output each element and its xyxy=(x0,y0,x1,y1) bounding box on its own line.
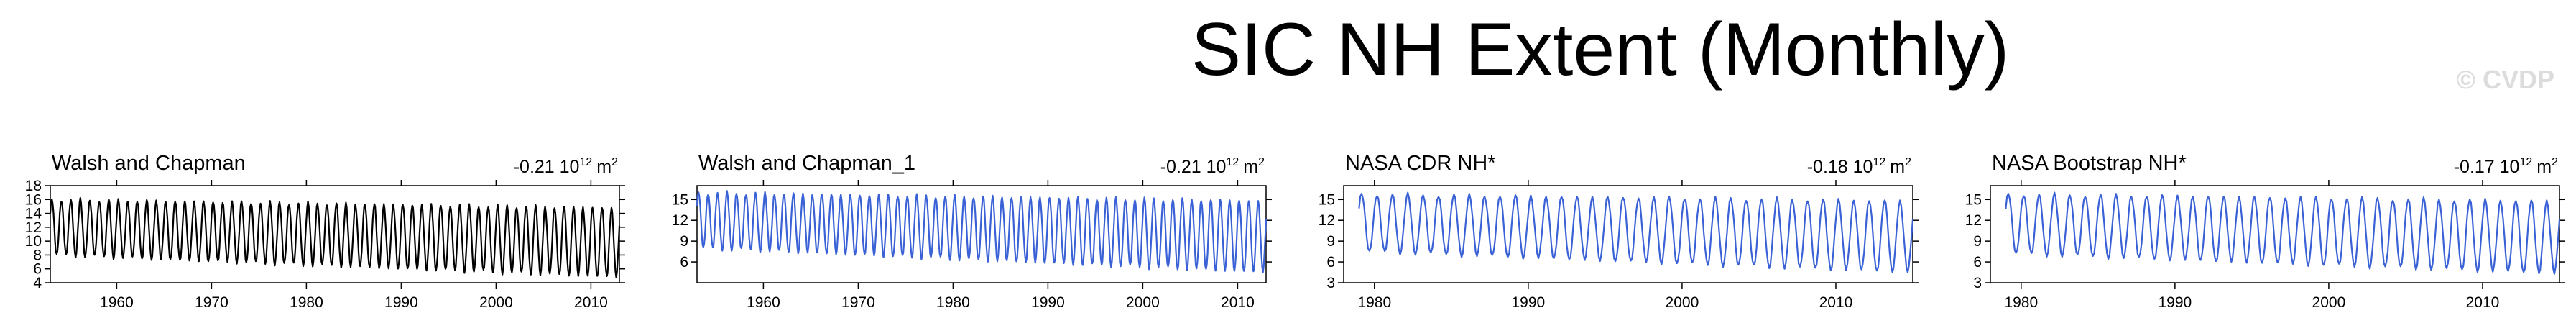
trend-value: -0.21 xyxy=(514,157,560,177)
x-tick-label: 2000 xyxy=(1666,294,1699,311)
y-tick-label: 15 xyxy=(1965,191,1982,208)
x-tick-label: 2000 xyxy=(479,294,513,311)
y-tick-label: 9 xyxy=(1973,233,1982,250)
chart-panel-2: Walsh and Chapman_1 -0.21 1012 m2691215196… xyxy=(672,152,1272,311)
trend-value: -0.18 xyxy=(1807,157,1853,177)
trend-m: m xyxy=(1890,157,1905,177)
x-tick-label: 1990 xyxy=(2159,294,2192,311)
trend-m-exponent: 2 xyxy=(1905,156,1911,168)
y-tick-label: 9 xyxy=(680,233,688,250)
x-tick-label: 1980 xyxy=(290,294,323,311)
y-tick-label: 6 xyxy=(1973,254,1982,271)
y-tick-label: 9 xyxy=(1326,233,1335,250)
trend-m-exponent: 2 xyxy=(611,156,618,168)
x-tick-label: 1990 xyxy=(1512,294,1546,311)
chart-panel-1: Walsh and Chapman -0.21 1012 m246810121416… xyxy=(25,152,625,311)
trend-exponent: 12 xyxy=(1226,156,1239,168)
trend-unit: 10 xyxy=(1206,157,1227,177)
y-tick-label: 6 xyxy=(680,254,688,271)
y-tick-label: 12 xyxy=(25,219,42,236)
y-tick-label: 10 xyxy=(25,233,42,250)
trend-value: -0.21 xyxy=(1160,157,1206,177)
y-tick-label: 8 xyxy=(33,247,42,263)
x-tick-label: 1980 xyxy=(2004,294,2038,311)
trend-exponent: 12 xyxy=(2519,156,2532,168)
plot-title: Walsh and Chapman xyxy=(52,152,246,175)
trend-unit: 10 xyxy=(1853,157,1873,177)
trend-label: -0.21 1012 m2 xyxy=(1160,156,1265,177)
plot-frame xyxy=(1990,185,2560,283)
trend-m: m xyxy=(1243,157,1258,177)
trend-value: -0.17 xyxy=(2454,157,2500,177)
y-tick-label: 16 xyxy=(25,191,42,208)
y-tick-label: 15 xyxy=(672,191,688,208)
x-tick-label: 2000 xyxy=(2312,294,2346,311)
y-tick-label: 6 xyxy=(33,261,42,278)
trend-m: m xyxy=(2536,157,2552,177)
y-tick-label: 15 xyxy=(1319,191,1335,208)
trend-unit: 10 xyxy=(560,157,580,177)
series-line xyxy=(696,190,1268,274)
plot-title: Walsh and Chapman_1 xyxy=(698,152,915,175)
x-tick-label: 1960 xyxy=(100,294,134,311)
x-tick-label: 2010 xyxy=(1819,294,1853,311)
plot-title: NASA Bootstrap NH* xyxy=(1992,152,2187,175)
trend-exponent: 12 xyxy=(579,156,592,168)
trend-m-exponent: 2 xyxy=(2552,156,2558,168)
trend-m: m xyxy=(596,157,611,177)
y-tick-label: 12 xyxy=(1319,212,1335,229)
trend-label: -0.18 1012 m2 xyxy=(1807,156,1911,177)
x-tick-label: 1990 xyxy=(1031,294,1065,311)
page-title: SIC NH Extent (Monthly) xyxy=(1191,8,2010,91)
watermark: © CVDP xyxy=(2456,65,2554,94)
x-tick-label: 1980 xyxy=(936,294,970,311)
x-tick-label: 1990 xyxy=(384,294,418,311)
y-tick-label: 3 xyxy=(1326,275,1335,291)
x-tick-label: 2000 xyxy=(1126,294,1160,311)
y-tick-label: 4 xyxy=(33,275,42,291)
y-tick-label: 3 xyxy=(1973,275,1982,291)
x-tick-label: 2010 xyxy=(1221,294,1255,311)
x-tick-label: 1960 xyxy=(747,294,780,311)
trend-label: -0.17 1012 m2 xyxy=(2454,156,2558,177)
y-tick-label: 12 xyxy=(672,212,688,229)
x-tick-label: 2010 xyxy=(2466,294,2500,311)
series-line xyxy=(1358,191,1914,273)
x-tick-label: 1970 xyxy=(841,294,875,311)
trend-label: -0.21 1012 m2 xyxy=(514,156,618,177)
series-line xyxy=(49,196,621,278)
trend-m-exponent: 2 xyxy=(1258,156,1265,168)
trend-exponent: 12 xyxy=(1873,156,1885,168)
y-tick-label: 18 xyxy=(25,178,42,194)
y-tick-label: 12 xyxy=(1965,212,1982,229)
trend-unit: 10 xyxy=(2500,157,2520,177)
x-tick-label: 1970 xyxy=(195,294,228,311)
y-tick-label: 14 xyxy=(25,206,42,222)
y-tick-label: 6 xyxy=(1326,254,1335,271)
series-line xyxy=(2005,191,2561,275)
x-tick-label: 2010 xyxy=(574,294,608,311)
chart-panel-4: NASA Bootstrap NH* -0.17 1012 m23691215198… xyxy=(1965,152,2565,311)
x-tick-label: 1980 xyxy=(1357,294,1391,311)
plot-title: NASA CDR NH* xyxy=(1345,152,1496,175)
plot-frame xyxy=(1343,185,1913,283)
